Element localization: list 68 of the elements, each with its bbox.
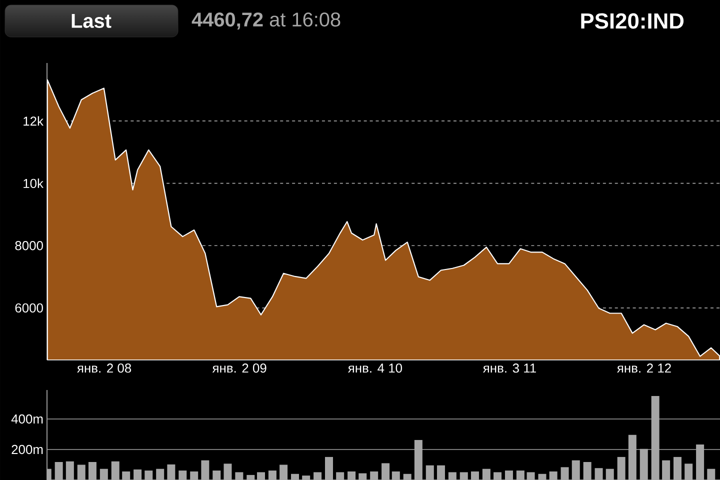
y-tick-label: 12k [24, 116, 44, 126]
x-tick-label: янв. 3 11 [482, 364, 536, 373]
bar [448, 472, 456, 480]
bar [111, 461, 120, 480]
bar [66, 461, 74, 480]
bar [190, 471, 198, 480]
bar [201, 460, 210, 480]
bar [617, 456, 626, 480]
bar [382, 463, 390, 480]
bar [662, 460, 670, 480]
y-tick-label: 400m [11, 414, 43, 424]
bar [674, 456, 682, 480]
bar [325, 456, 333, 480]
y-tick-label: 10k [24, 178, 44, 188]
bar [516, 470, 524, 480]
bar [583, 462, 592, 480]
bar [224, 464, 232, 480]
bar [460, 472, 468, 480]
bar [54, 462, 63, 480]
bar [560, 467, 569, 480]
bar [134, 469, 142, 480]
bar [526, 472, 535, 480]
bar [212, 470, 221, 480]
bar [167, 464, 176, 480]
bar [348, 471, 356, 480]
bar [606, 468, 614, 480]
bar [268, 470, 276, 480]
x-tick-label: янв. 4 10 [348, 364, 402, 373]
bar [336, 472, 344, 480]
bar [594, 468, 603, 480]
chart-title: PSI20:IND [581, 13, 684, 29]
bar [235, 472, 244, 480]
text: Last [72, 14, 112, 28]
bar [392, 471, 400, 480]
x-tick-label: янв. 2 12 [617, 364, 671, 373]
bar [426, 465, 434, 480]
y-tick-label: 200m [12, 444, 43, 454]
y-tick-label: 6000 [15, 303, 43, 313]
bar [302, 476, 310, 480]
bar [156, 468, 164, 480]
bar [256, 472, 265, 480]
bar [538, 474, 546, 480]
bar [436, 465, 445, 480]
bar [684, 464, 693, 480]
bar [280, 464, 288, 480]
x-tick-label: янв. 2 09 [212, 364, 266, 373]
bar [494, 472, 502, 480]
bar [144, 470, 153, 480]
bar [572, 460, 580, 480]
bar [122, 471, 130, 480]
bar [549, 471, 558, 480]
bar [77, 464, 86, 480]
bar [88, 462, 96, 480]
bar [707, 468, 716, 480]
chart-subtitle: 4460,72 at 16:08 [192, 12, 340, 30]
bar [290, 474, 299, 480]
bar [314, 472, 322, 480]
bar [246, 474, 255, 480]
bar [482, 468, 490, 480]
y-tick-label: 8000 [15, 241, 43, 250]
x-tick-label: янв. 2 08 [77, 364, 132, 373]
bar [403, 474, 412, 480]
bar [504, 470, 513, 480]
bar [358, 473, 367, 480]
bar [470, 471, 479, 480]
bar [100, 468, 108, 480]
bar [370, 471, 378, 480]
bar [178, 470, 187, 480]
